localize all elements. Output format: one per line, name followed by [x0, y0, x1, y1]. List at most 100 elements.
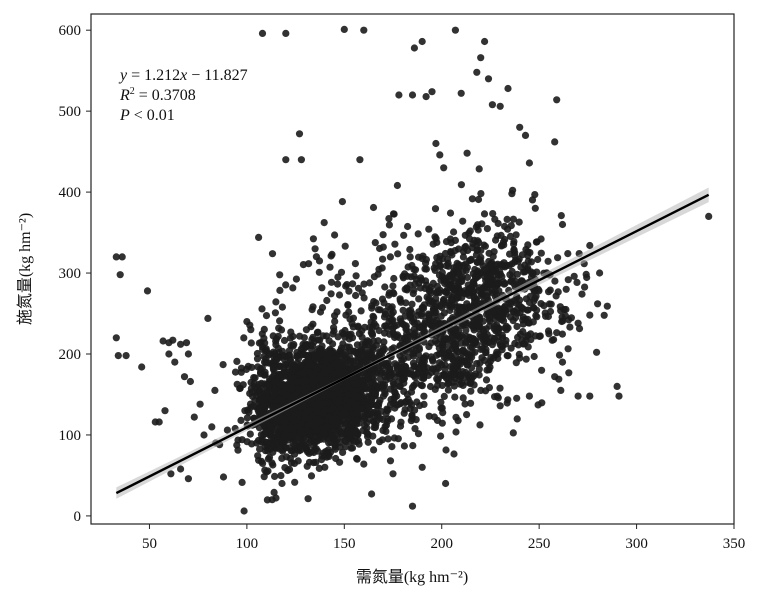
data-point — [380, 338, 388, 346]
data-point — [430, 413, 438, 421]
data-point — [574, 319, 582, 327]
data-point — [184, 350, 192, 358]
data-point — [305, 449, 313, 457]
data-point — [460, 357, 469, 365]
data-point — [496, 384, 504, 392]
data-point — [525, 392, 534, 400]
x-tick-label: 150 — [333, 536, 356, 552]
data-point — [262, 312, 271, 320]
data-point — [299, 261, 307, 269]
data-point — [247, 339, 255, 347]
data-point — [473, 360, 481, 368]
data-point — [155, 418, 163, 426]
data-point — [408, 91, 417, 99]
data-point — [295, 437, 304, 445]
data-point — [406, 310, 414, 318]
data-point — [452, 413, 460, 421]
data-point — [272, 298, 280, 306]
data-point — [327, 278, 336, 286]
data-point — [373, 369, 381, 377]
data-point — [240, 334, 248, 342]
data-point — [475, 313, 483, 321]
data-point — [116, 271, 124, 279]
data-point — [270, 371, 278, 379]
data-point — [453, 282, 461, 290]
data-point — [463, 351, 472, 359]
data-point — [403, 337, 411, 345]
data-point — [334, 273, 342, 281]
data-point — [513, 309, 521, 317]
data-point — [475, 365, 483, 373]
data-point — [271, 309, 279, 317]
data-point — [411, 280, 419, 288]
data-point — [477, 190, 485, 198]
data-point — [275, 324, 283, 332]
data-point — [330, 324, 338, 332]
data-point — [418, 310, 426, 318]
data-point — [391, 333, 399, 342]
data-point — [417, 274, 425, 282]
data-point — [534, 255, 542, 264]
data-point — [502, 310, 510, 318]
data-point — [258, 305, 266, 313]
data-point — [440, 392, 448, 400]
data-point — [397, 399, 405, 407]
data-point — [433, 254, 441, 262]
data-point — [112, 334, 120, 342]
data-point — [370, 273, 378, 281]
data-point — [282, 368, 290, 377]
data-point — [436, 151, 444, 159]
data-point — [468, 195, 476, 203]
y-axis-label: 施氮量(kg hm⁻²) — [16, 213, 34, 325]
data-point — [431, 319, 439, 327]
data-point — [404, 222, 412, 231]
data-point — [272, 356, 280, 364]
data-point — [544, 327, 553, 335]
data-point — [320, 406, 329, 414]
data-point — [536, 332, 544, 340]
data-point — [603, 302, 611, 310]
data-point — [415, 253, 423, 261]
data-point — [451, 344, 459, 352]
data-point — [360, 26, 368, 34]
data-point — [501, 222, 509, 230]
data-point — [240, 507, 248, 515]
data-point — [458, 273, 466, 281]
data-point — [254, 452, 262, 460]
data-point — [504, 352, 512, 360]
data-point — [306, 368, 314, 376]
data-point — [386, 385, 394, 393]
data-point — [335, 397, 343, 405]
data-point — [469, 240, 477, 248]
data-point — [406, 245, 414, 254]
data-point — [368, 490, 376, 498]
data-point — [190, 413, 198, 421]
data-point — [331, 414, 339, 423]
data-point — [397, 317, 405, 326]
p-value-annotation: P < 0.01 — [119, 107, 175, 124]
data-point — [352, 438, 360, 446]
data-point — [269, 363, 277, 371]
data-point — [582, 270, 590, 278]
data-point — [425, 287, 433, 295]
data-point — [276, 271, 284, 279]
data-point — [351, 427, 359, 435]
data-point — [529, 303, 538, 312]
data-point — [361, 422, 369, 430]
y-tick-label: 500 — [59, 104, 82, 120]
data-point — [243, 414, 251, 422]
data-point — [390, 344, 398, 352]
data-point — [295, 130, 304, 138]
data-point — [385, 221, 393, 229]
data-point — [400, 374, 408, 382]
data-point — [343, 343, 351, 351]
data-point — [446, 306, 454, 314]
data-point — [406, 398, 414, 406]
data-point — [264, 381, 272, 389]
data-point — [370, 389, 378, 397]
data-point — [436, 302, 444, 310]
x-tick-label: 200 — [430, 536, 453, 552]
data-point — [341, 333, 349, 341]
data-point — [459, 253, 467, 261]
data-point — [319, 429, 327, 437]
